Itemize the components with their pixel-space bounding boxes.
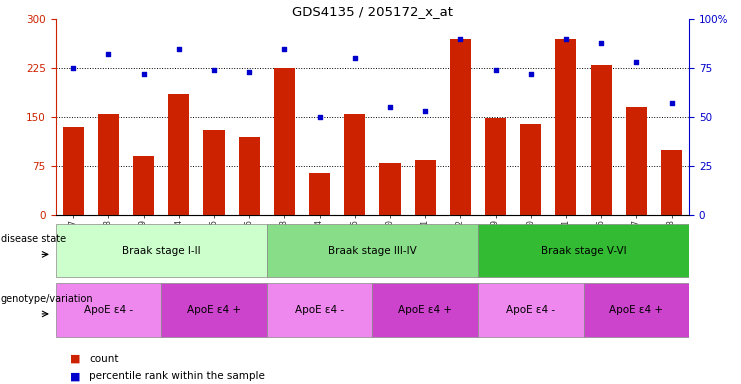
- Text: disease state: disease state: [1, 234, 66, 244]
- Title: GDS4135 / 205172_x_at: GDS4135 / 205172_x_at: [292, 5, 453, 18]
- Bar: [267, 224, 478, 277]
- Bar: [478, 283, 584, 337]
- Bar: [56, 283, 161, 337]
- Text: Braak stage I-II: Braak stage I-II: [122, 245, 201, 256]
- Text: ApoE ε4 +: ApoE ε4 +: [609, 305, 663, 315]
- Bar: [584, 283, 689, 337]
- Point: [173, 46, 185, 52]
- Text: ApoE ε4 -: ApoE ε4 -: [295, 305, 344, 315]
- Bar: [414, 160, 436, 215]
- Bar: [98, 114, 119, 215]
- Text: Braak stage III-IV: Braak stage III-IV: [328, 245, 416, 256]
- Point: [384, 104, 396, 111]
- Bar: [372, 283, 478, 337]
- Point: [595, 40, 607, 46]
- Text: count: count: [89, 354, 119, 364]
- Bar: [344, 114, 365, 215]
- Text: ApoE ε4 +: ApoE ε4 +: [187, 305, 241, 315]
- Point: [560, 36, 572, 42]
- Point: [208, 67, 220, 73]
- Text: ■: ■: [70, 354, 81, 364]
- Bar: [485, 118, 506, 215]
- Bar: [591, 65, 611, 215]
- Bar: [168, 94, 189, 215]
- Bar: [161, 283, 267, 337]
- Text: Braak stage V-VI: Braak stage V-VI: [541, 245, 626, 256]
- Text: ApoE ε4 -: ApoE ε4 -: [506, 305, 555, 315]
- Bar: [520, 124, 541, 215]
- Bar: [555, 39, 576, 215]
- Point: [525, 71, 536, 77]
- Bar: [62, 127, 84, 215]
- Point: [243, 69, 255, 75]
- Point: [313, 114, 325, 120]
- Bar: [309, 173, 330, 215]
- Text: ApoE ε4 -: ApoE ε4 -: [84, 305, 133, 315]
- Point: [454, 36, 466, 42]
- Point: [419, 108, 431, 114]
- Bar: [661, 150, 682, 215]
- Bar: [379, 163, 400, 215]
- Bar: [625, 108, 647, 215]
- Bar: [239, 137, 259, 215]
- Point: [665, 100, 677, 106]
- Point: [631, 59, 642, 65]
- Point: [67, 65, 79, 71]
- Bar: [273, 68, 295, 215]
- Point: [279, 46, 290, 52]
- Point: [490, 67, 502, 73]
- Text: ApoE ε4 +: ApoE ε4 +: [398, 305, 452, 315]
- Point: [349, 55, 361, 61]
- Point: [138, 71, 150, 77]
- Text: percentile rank within the sample: percentile rank within the sample: [89, 371, 265, 381]
- Bar: [478, 224, 689, 277]
- Text: ■: ■: [70, 371, 81, 381]
- Point: [102, 51, 114, 58]
- Bar: [267, 283, 372, 337]
- Bar: [203, 130, 225, 215]
- Bar: [133, 156, 154, 215]
- Bar: [450, 39, 471, 215]
- Bar: [56, 224, 267, 277]
- Text: genotype/variation: genotype/variation: [1, 293, 93, 304]
